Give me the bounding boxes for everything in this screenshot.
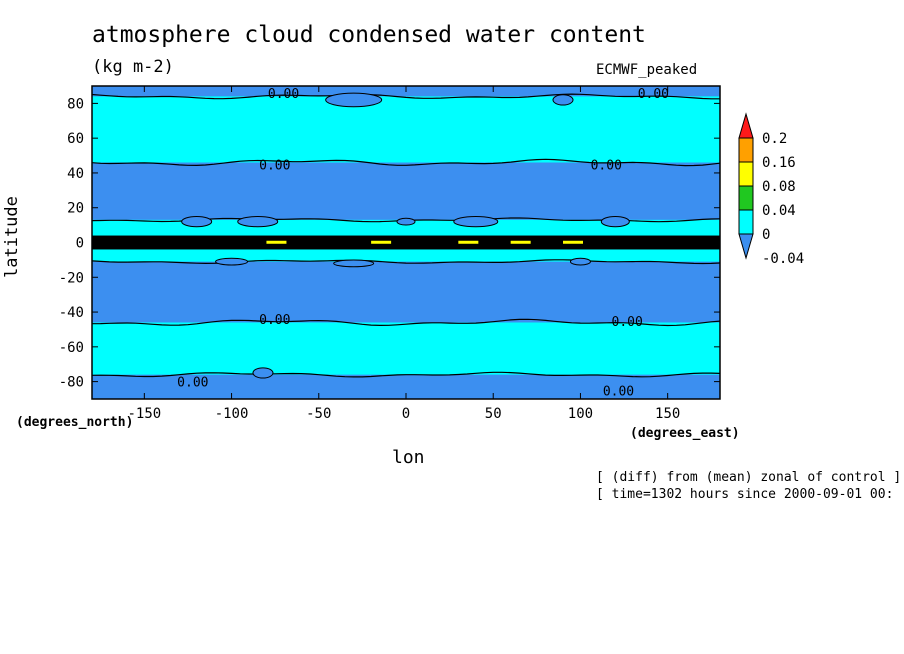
equator-yellow-0	[266, 240, 287, 244]
contour-label-0: 0.00	[268, 87, 299, 102]
x-tick-label-2: -50	[306, 406, 331, 422]
equator-yellow-4	[563, 240, 583, 244]
x-axis-units: (degrees_east)	[630, 426, 740, 441]
y-tick-label-2: 40	[67, 166, 84, 182]
time-note: [ time=1302 hours since 2000-09-01 00:	[596, 487, 894, 502]
model-label: ECMWF_peaked	[596, 62, 698, 78]
x-tick-label-4: 50	[485, 406, 502, 422]
equator-yellow-2	[458, 240, 479, 244]
y-tick-label-8: -80	[59, 375, 84, 391]
chart-title: atmosphere cloud condensed water content	[92, 22, 646, 48]
y-tick-label-4: 0	[76, 236, 84, 252]
equator-contour-band	[92, 235, 720, 250]
neg-patch-3	[237, 216, 279, 228]
band-6	[92, 261, 720, 323]
neg-patch-9	[569, 257, 591, 266]
neg-patch-0	[325, 92, 383, 108]
y-tick-label-3: 20	[67, 201, 84, 217]
colorbar-label-2: 0.04	[762, 203, 796, 219]
equator-yellow-3	[510, 240, 531, 244]
colorbar-seg-3	[738, 161, 754, 187]
x-tick-label-6: 150	[655, 406, 680, 422]
y-tick-label-1: 60	[67, 131, 84, 147]
y-tick-label-6: -40	[59, 305, 84, 321]
neg-patch-5	[453, 216, 499, 228]
contour-84n	[91, 93, 720, 100]
contour-label-7: 0.00	[603, 384, 634, 399]
y-tick-label-0: 80	[67, 96, 84, 112]
neg-patch-8	[333, 259, 375, 268]
neg-patch-6	[600, 216, 630, 228]
chart-units: (kg m-2)	[92, 57, 174, 77]
equator-yellow-1	[371, 240, 392, 244]
contour-76s	[91, 371, 721, 378]
neg-patch-7	[215, 257, 249, 266]
colorbar-top-arrow	[738, 112, 754, 139]
x-tick-label-3: 0	[402, 406, 410, 422]
neg-patch-4	[396, 217, 416, 226]
contour-label-2: 0.00	[259, 158, 290, 173]
colorbar-label-3: 0.08	[762, 179, 796, 195]
neg-patch-2	[181, 216, 213, 228]
diff-note: [ (diff) from (mean) zonal of control ]	[596, 470, 902, 485]
colorbar-seg-1	[738, 209, 754, 235]
y-tick-label-5: -20	[59, 270, 84, 286]
contour-46s	[91, 318, 721, 327]
contour-label-5: 0.00	[612, 315, 643, 330]
contour-label-3: 0.00	[591, 158, 622, 173]
colorbar-seg-4	[738, 137, 754, 163]
colorbar-label-0: -0.04	[762, 251, 804, 267]
x-tick-label-5: 100	[568, 406, 593, 422]
y-axis-units: (degrees_north)	[16, 415, 134, 430]
y-tick-label-7: -60	[59, 340, 84, 356]
x-tick-label-0: -150	[127, 406, 161, 422]
band-7	[92, 322, 720, 375]
colorbar-label-1: 0	[762, 227, 770, 243]
colorbar-seg-2	[738, 185, 754, 211]
contour-label-6: 0.00	[177, 376, 208, 391]
band-5	[92, 249, 720, 262]
band-2	[92, 162, 720, 220]
neg-patch-1	[552, 94, 574, 106]
neg-patch-10	[252, 367, 274, 379]
colorbar-label-5: 0.2	[762, 131, 787, 147]
colorbar-label-4: 0.16	[762, 155, 796, 171]
band-1	[92, 96, 720, 163]
contour-label-4: 0.00	[259, 313, 290, 328]
contour-46n	[91, 158, 721, 167]
x-tick-label-1: -100	[215, 406, 249, 422]
contour-11s	[91, 259, 721, 265]
colorbar-bottom-arrow	[738, 233, 754, 260]
x-axis-label: lon	[392, 447, 425, 468]
contour-label-1: 0.00	[638, 87, 669, 102]
